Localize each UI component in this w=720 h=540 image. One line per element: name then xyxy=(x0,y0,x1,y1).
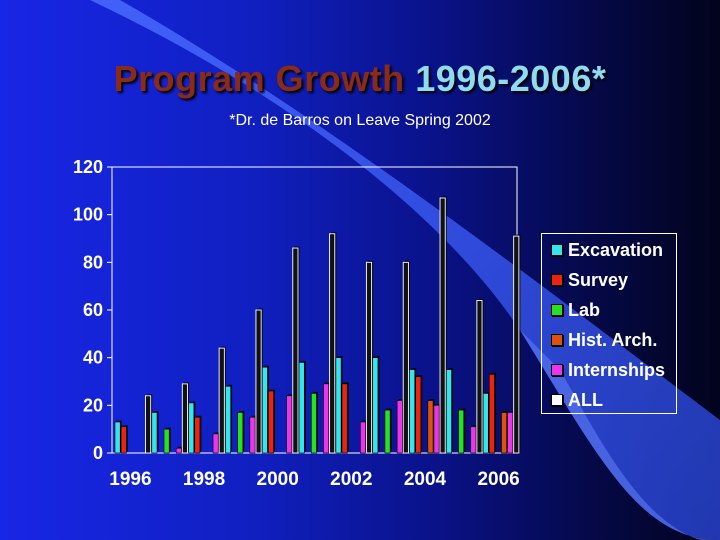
bar-internships-2004 xyxy=(433,405,440,454)
x-tick-label: 1998 xyxy=(183,469,225,490)
bar-excavation-1998 xyxy=(188,402,195,454)
bar-hist-arch--2006 xyxy=(501,412,507,454)
legend-label: Excavation xyxy=(568,239,664,260)
legend-item: Internships xyxy=(551,358,665,382)
legend-swatch xyxy=(551,244,563,256)
bar-lab-1997 xyxy=(163,428,170,454)
x-tick-label: 2002 xyxy=(330,469,372,490)
bar-internships-2002 xyxy=(360,421,366,454)
chart-legend: Excavation Survey Lab Hist. Arch. Internship… xyxy=(541,233,677,414)
x-tick-label: 1996 xyxy=(109,469,151,490)
y-tick-label: 80 xyxy=(83,252,103,272)
x-tick-label: 2004 xyxy=(404,469,447,490)
legend-label: ALL xyxy=(568,389,603,410)
bar-internships-1999 xyxy=(249,416,256,454)
bar-excavation-1997 xyxy=(151,412,158,454)
legend-label: Survey xyxy=(568,269,629,290)
bar-all-2006 xyxy=(513,235,520,454)
bar-survey-2004 xyxy=(415,376,422,454)
legend-label: Hist. Arch. xyxy=(568,329,658,350)
bar-lab-2005 xyxy=(458,409,465,454)
bar-excavation-1996 xyxy=(114,421,121,454)
bar-excavation-2002 xyxy=(335,357,342,454)
bar-all-1996 xyxy=(145,395,152,454)
legend-swatch xyxy=(551,394,563,406)
bar-excavation-2005 xyxy=(446,369,452,454)
bar-internships-2003 xyxy=(396,400,403,454)
bar-internships-2006 xyxy=(507,412,514,454)
bar-excavation-2006 xyxy=(482,393,489,454)
bar-all-1998 xyxy=(218,347,225,454)
bar-survey-2006 xyxy=(488,374,495,454)
bar-lab-1999 xyxy=(237,412,244,454)
slide-title: Program Growth 1996-2006* xyxy=(0,58,720,100)
legend-swatch xyxy=(551,334,563,346)
bar-excavation-2003 xyxy=(372,357,379,454)
legend-item: Lab xyxy=(551,298,600,322)
bar-survey-2000 xyxy=(268,390,274,454)
bar-survey-1998 xyxy=(194,416,201,454)
bar-excavation-2004 xyxy=(409,369,416,454)
bar-internships-2000 xyxy=(286,395,293,454)
bar-survey-1996 xyxy=(120,426,127,454)
y-tick-label: 40 xyxy=(83,348,103,368)
title-program-growth: Program Growth xyxy=(113,58,405,99)
title-years: 1996-2006* xyxy=(415,58,607,99)
bar-excavation-1999 xyxy=(225,385,231,454)
bar-all-1997 xyxy=(181,383,188,454)
y-tick-label: 60 xyxy=(83,300,103,320)
bar-all-2000 xyxy=(292,247,299,454)
bar-lab-2001 xyxy=(310,393,317,454)
legend-swatch xyxy=(551,274,563,286)
bar-internships-2001 xyxy=(323,383,329,454)
bar-internships-2005 xyxy=(470,426,477,454)
bar-internships-1997 xyxy=(175,447,182,454)
bar-excavation-2000 xyxy=(261,366,268,454)
bar-all-2003 xyxy=(402,261,409,454)
legend-label: Internships xyxy=(568,359,666,380)
legend-item: ALL xyxy=(551,388,603,412)
bar-lab-2003 xyxy=(384,409,391,454)
bar-excavation-2001 xyxy=(298,362,305,454)
bar-internships-1998 xyxy=(212,433,219,454)
bar-all-2004 xyxy=(439,197,446,454)
legend-item: Survey xyxy=(551,268,628,292)
y-tick-label: 100 xyxy=(73,205,103,225)
legend-label: Lab xyxy=(568,299,601,320)
bar-all-2002 xyxy=(365,261,373,454)
y-tick-label: 0 xyxy=(93,443,103,463)
bar-survey-2002 xyxy=(341,383,348,454)
x-tick-label: 2006 xyxy=(477,469,519,490)
slide-subtitle: *Dr. de Barros on Leave Spring 2002 xyxy=(229,112,491,129)
legend-swatch xyxy=(551,304,563,316)
bar-all-2001 xyxy=(329,233,336,454)
legend-item: Hist. Arch. xyxy=(551,328,657,352)
bar-hist-arch--2004 xyxy=(427,400,434,454)
bar-all-1999 xyxy=(255,309,262,454)
y-tick-label: 20 xyxy=(83,395,103,415)
bar-all-2005 xyxy=(476,300,483,454)
x-tick-label: 2000 xyxy=(257,469,299,490)
legend-swatch xyxy=(551,364,563,376)
y-tick-label: 120 xyxy=(73,157,103,177)
legend-item: Excavation xyxy=(551,238,663,262)
